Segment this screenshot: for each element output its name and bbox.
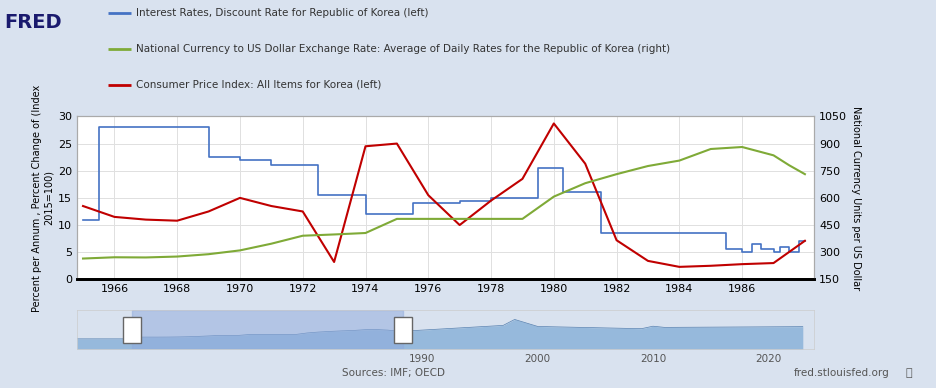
Text: ⛶: ⛶ [906,368,913,378]
Text: FRED: FRED [5,13,63,32]
FancyBboxPatch shape [394,317,412,343]
Text: Consumer Price Index: All Items for Korea (left): Consumer Price Index: All Items for Kore… [136,80,381,90]
Y-axis label: Percent per Annum , Percent Change of (Index
2015=100): Percent per Annum , Percent Change of (I… [32,84,53,312]
FancyBboxPatch shape [123,317,141,343]
Y-axis label: National Currency Units per US Dollar: National Currency Units per US Dollar [852,106,861,290]
Text: Interest Rates, Discount Rate for Republic of Korea (left): Interest Rates, Discount Rate for Republ… [136,8,429,18]
Text: Sources: IMF; OECD: Sources: IMF; OECD [342,368,445,378]
Bar [132,310,402,349]
Text: National Currency to US Dollar Exchange Rate: Average of Daily Rates for the Rep: National Currency to US Dollar Exchange … [136,44,670,54]
Text: fred.stlouisfed.org: fred.stlouisfed.org [794,368,889,378]
